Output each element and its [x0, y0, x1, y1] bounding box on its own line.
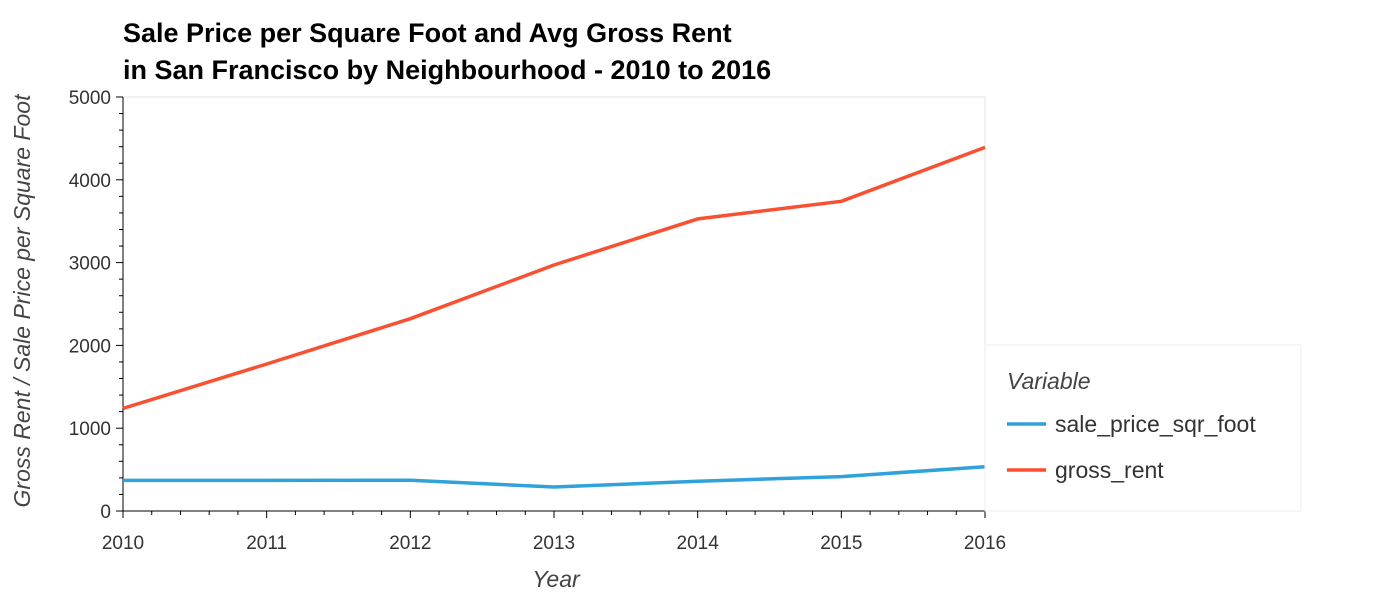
- x-axis: 2010 2011 2012 2013 2014 2015 2016: [102, 510, 1006, 554]
- x-axis-label: Year: [532, 566, 581, 592]
- legend: Variable sale_price_sqr_foot gross_rent: [984, 344, 1302, 512]
- chart-title-line-1: Sale Price per Square Foot and Avg Gross…: [123, 18, 732, 48]
- legend-title: Variable: [1007, 368, 1091, 394]
- y-tick-label: 5000: [69, 88, 111, 109]
- x-tick-label: 2014: [677, 533, 720, 554]
- legend-box: [984, 344, 1302, 512]
- x-tick-label: 2015: [820, 533, 862, 554]
- series-line-gross_rent: [122, 145, 986, 411]
- x-tick-label: 2016: [964, 533, 1006, 554]
- x-tick-label: 2013: [533, 533, 575, 554]
- x-tick-label: 2010: [102, 533, 144, 554]
- y-tick-label: 4000: [69, 171, 111, 192]
- chart-title: Sale Price per Square Foot and Avg Gross…: [123, 18, 771, 85]
- series-line-sale_price_sqr_foot: [123, 464, 986, 489]
- legend-label-sale_price_sqr_foot: sale_price_sqr_foot: [1055, 411, 1256, 437]
- x-tick-label: 2012: [389, 533, 431, 554]
- series-lines: [122, 145, 986, 489]
- y-tick-label: 2000: [69, 336, 111, 357]
- y-axis: 0 1000 2000 3000 4000 5000: [69, 88, 124, 523]
- x-tick-label: 2011: [246, 533, 287, 554]
- y-axis-label: Gross Rent / Sale Price per Square Foot: [9, 93, 35, 508]
- y-tick-label: 3000: [69, 254, 111, 275]
- plot-area: [122, 96, 986, 512]
- chart-title-line-2: in San Francisco by Neighbourhood - 2010…: [123, 55, 771, 85]
- legend-items: sale_price_sqr_foot gross_rent: [1007, 411, 1256, 483]
- y-tick-label: 1000: [69, 419, 111, 440]
- legend-label-gross_rent: gross_rent: [1055, 457, 1164, 483]
- y-tick-label: 0: [100, 502, 111, 523]
